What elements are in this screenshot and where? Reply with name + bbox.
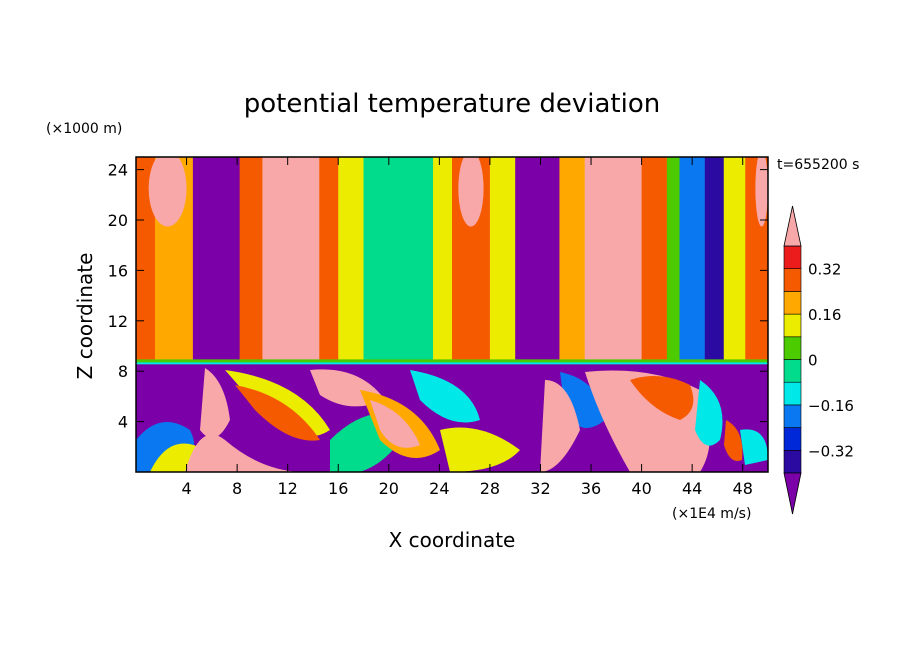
colorbar-tick-label: −0.16 (808, 397, 854, 415)
upper-column (489, 157, 516, 363)
lower-plume (630, 376, 694, 420)
x-tick-label: 44 (682, 479, 702, 498)
colorbar: 0.32 0.16 0 −0.16 −0.32 (783, 205, 854, 515)
colorbar-band (783, 449, 802, 474)
lower-plume (540, 380, 580, 472)
colorbar-band (783, 245, 802, 270)
upper-column (704, 157, 725, 363)
x-units-label: (×1E4 m/s) (672, 506, 751, 522)
colorbar-band (783, 291, 802, 315)
lower-plume (695, 380, 723, 446)
upper-column (136, 157, 156, 363)
y-units-label: (×1000 m) (46, 121, 122, 137)
upper-column (723, 157, 746, 363)
upper-column (239, 157, 263, 363)
tropopause-line (136, 362, 768, 365)
lower-plume (370, 400, 420, 448)
y-tick-label: 12 (108, 312, 128, 331)
colorbar-tick-label: 0 (808, 352, 818, 370)
colorbar-band (783, 404, 802, 428)
y-tick-label: 4 (118, 413, 128, 432)
colorbar-band (783, 313, 802, 338)
lower-plume (440, 427, 520, 472)
colorbar-band (783, 359, 802, 383)
upper-column (666, 157, 681, 363)
y-tick-label: 16 (108, 261, 128, 280)
lower-plume (200, 368, 230, 438)
y-tick-label: 24 (108, 161, 128, 180)
colorbar-band (783, 381, 802, 406)
lower-plume (724, 420, 743, 461)
colorbar-band (783, 336, 802, 360)
lower-plume (740, 429, 768, 465)
upper-column (559, 157, 586, 363)
upper-column (433, 157, 453, 363)
x-tick-label: 40 (631, 479, 651, 498)
upper-column (338, 157, 365, 363)
x-tick-label: 8 (232, 479, 242, 498)
upper-cap (591, 157, 636, 227)
upper-cap (755, 157, 768, 227)
colorbar-upper-arrow (783, 205, 802, 247)
x-tick-label: 20 (379, 479, 399, 498)
x-axis-label: X coordinate (389, 528, 516, 552)
x-tick-label: 4 (181, 479, 191, 498)
x-tick-label: 16 (328, 479, 348, 498)
lower-plume (185, 434, 300, 472)
upper-column (363, 157, 434, 363)
time-label: t=655200 s (777, 157, 859, 173)
y-axis-label: Z coordinate (73, 253, 97, 380)
y-tick-label: 20 (108, 211, 128, 230)
upper-column (641, 157, 668, 363)
lower-plume (235, 385, 320, 441)
x-tick-label: 12 (278, 479, 298, 498)
colorbar-tick-label: 0.16 (808, 306, 841, 324)
colorbar-band (783, 268, 802, 292)
colorbar-lower-arrow (783, 472, 802, 515)
colorbar-band (783, 427, 802, 451)
upper-column (319, 157, 339, 363)
colorbar-tick-label: 0.32 (808, 261, 841, 279)
plot-area (135, 156, 769, 473)
y-tick-label: 8 (118, 362, 128, 381)
upper-cap (148, 157, 187, 227)
colorbar-tick-label: −0.32 (808, 442, 854, 460)
upper-column (192, 157, 241, 363)
upper-cap (275, 157, 313, 227)
x-tick-label: 48 (733, 479, 753, 498)
x-tick-label: 36 (581, 479, 601, 498)
upper-column (679, 157, 706, 363)
x-tick-label: 28 (480, 479, 500, 498)
x-tick-label: 32 (530, 479, 550, 498)
upper-column (515, 157, 560, 363)
x-tick-label: 24 (429, 479, 449, 498)
plot-frame (135, 156, 769, 473)
chart-title: potential temperature deviation (244, 89, 660, 119)
upper-cap (458, 157, 484, 227)
contour-field (136, 157, 768, 472)
lower-plume (410, 370, 480, 423)
